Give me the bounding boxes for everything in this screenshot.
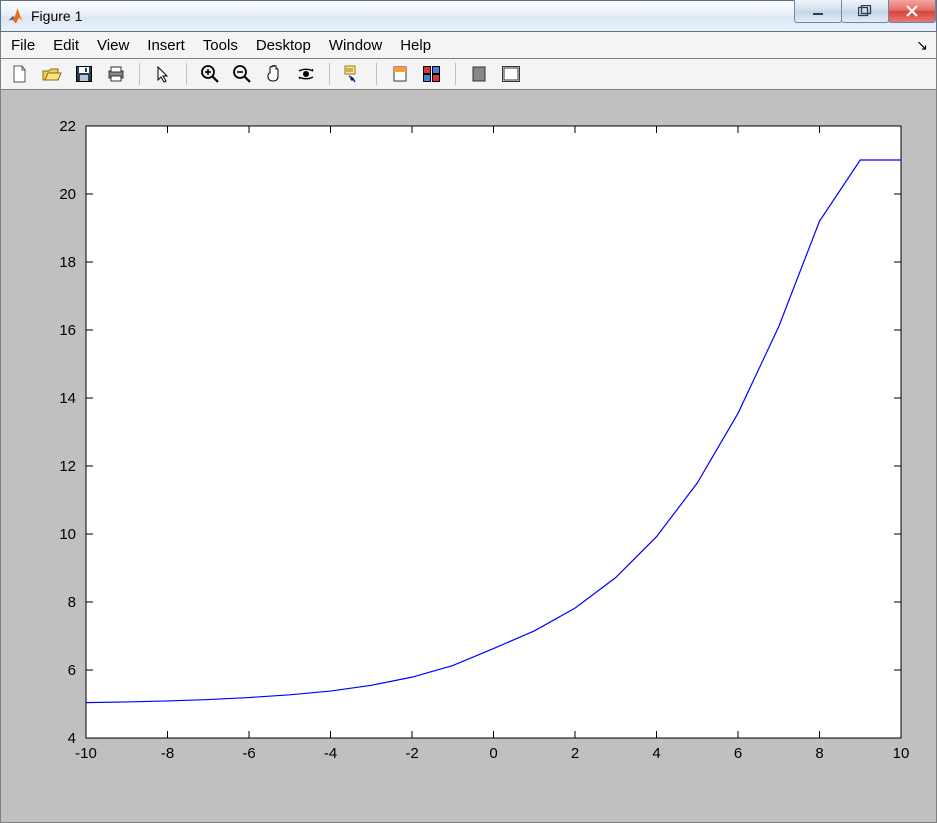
- menu-file[interactable]: File: [11, 37, 35, 54]
- open-file-icon: [42, 65, 62, 83]
- close-icon: [905, 5, 919, 17]
- toolbar-separator: [455, 63, 456, 85]
- close-button[interactable]: [888, 0, 936, 23]
- plot-svg: -10 -8 -6 -4 -2 0 2 4 6 8 10 4 6 8 10 12 14 16 18 20 22: [1, 90, 936, 822]
- svg-text:4: 4: [652, 745, 660, 762]
- save-button[interactable]: [71, 63, 97, 85]
- svg-text:22: 22: [59, 118, 76, 135]
- pan-button[interactable]: [261, 63, 287, 85]
- insert-legend-button[interactable]: [498, 63, 524, 85]
- menubar: File Edit View Insert Tools Desktop Wind…: [0, 32, 937, 59]
- pointer-icon: [154, 65, 172, 83]
- toolbar-separator: [139, 63, 140, 85]
- minimize-icon: [812, 5, 824, 17]
- svg-text:8: 8: [815, 745, 823, 762]
- titlebar[interactable]: Figure 1: [0, 0, 937, 32]
- menu-help[interactable]: Help: [400, 37, 431, 54]
- svg-text:-2: -2: [405, 745, 418, 762]
- zoom-in-button[interactable]: [197, 63, 223, 85]
- svg-text:-6: -6: [242, 745, 255, 762]
- maximize-button[interactable]: [841, 0, 889, 23]
- link-button[interactable]: [419, 63, 445, 85]
- window-title: Figure 1: [31, 8, 82, 24]
- pan-icon: [264, 64, 284, 84]
- insert-colorbar-button[interactable]: [466, 63, 492, 85]
- zoom-out-button[interactable]: [229, 63, 255, 85]
- svg-text:-8: -8: [161, 745, 174, 762]
- toolbar-separator: [376, 63, 377, 85]
- menu-desktop[interactable]: Desktop: [256, 37, 311, 54]
- svg-text:4: 4: [68, 730, 76, 747]
- dock-arrow-icon[interactable]: ↘: [916, 37, 928, 54]
- maximize-icon: [858, 5, 872, 17]
- svg-text:12: 12: [59, 458, 76, 475]
- save-icon: [75, 65, 93, 83]
- svg-text:18: 18: [59, 254, 76, 271]
- minimize-button[interactable]: [794, 0, 842, 23]
- svg-text:-4: -4: [324, 745, 337, 762]
- rotate3d-button[interactable]: [293, 63, 319, 85]
- svg-text:-10: -10: [75, 745, 97, 762]
- data-cursor-icon: [343, 64, 363, 84]
- toolbar-separator: [329, 63, 330, 85]
- zoom-in-icon: [200, 64, 220, 84]
- brush-icon: [391, 65, 409, 83]
- menu-tools[interactable]: Tools: [203, 37, 238, 54]
- figure-canvas: -10 -8 -6 -4 -2 0 2 4 6 8 10 4 6 8 10 12 14 16 18 20 22: [0, 90, 937, 823]
- colorbar-icon: [470, 65, 488, 83]
- svg-text:8: 8: [68, 594, 76, 611]
- matlab-icon: [7, 7, 25, 25]
- menu-window[interactable]: Window: [329, 37, 382, 54]
- data-cursor-button[interactable]: [340, 63, 366, 85]
- menu-insert[interactable]: Insert: [147, 37, 185, 54]
- print-button[interactable]: [103, 63, 129, 85]
- open-file-button[interactable]: [39, 63, 65, 85]
- toolbar-separator: [186, 63, 187, 85]
- print-icon: [106, 65, 126, 83]
- svg-text:14: 14: [59, 390, 76, 407]
- svg-text:2: 2: [571, 745, 579, 762]
- legend-icon: [501, 65, 521, 83]
- menu-view[interactable]: View: [97, 37, 129, 54]
- zoom-out-icon: [232, 64, 252, 84]
- brush-button[interactable]: [387, 63, 413, 85]
- new-file-icon: [11, 65, 29, 83]
- pointer-button[interactable]: [150, 63, 176, 85]
- figure-window: Figure 1 File Edit View Insert Tools: [0, 0, 937, 819]
- new-file-button[interactable]: [7, 63, 33, 85]
- svg-text:10: 10: [893, 745, 910, 762]
- svg-text:0: 0: [489, 745, 497, 762]
- link-icon: [422, 65, 442, 83]
- menu-edit[interactable]: Edit: [53, 37, 79, 54]
- svg-text:16: 16: [59, 322, 76, 339]
- svg-text:6: 6: [734, 745, 742, 762]
- svg-text:20: 20: [59, 186, 76, 203]
- rotate3d-icon: [296, 64, 316, 84]
- svg-text:6: 6: [68, 662, 76, 679]
- svg-text:10: 10: [59, 526, 76, 543]
- toolbar: [0, 59, 937, 90]
